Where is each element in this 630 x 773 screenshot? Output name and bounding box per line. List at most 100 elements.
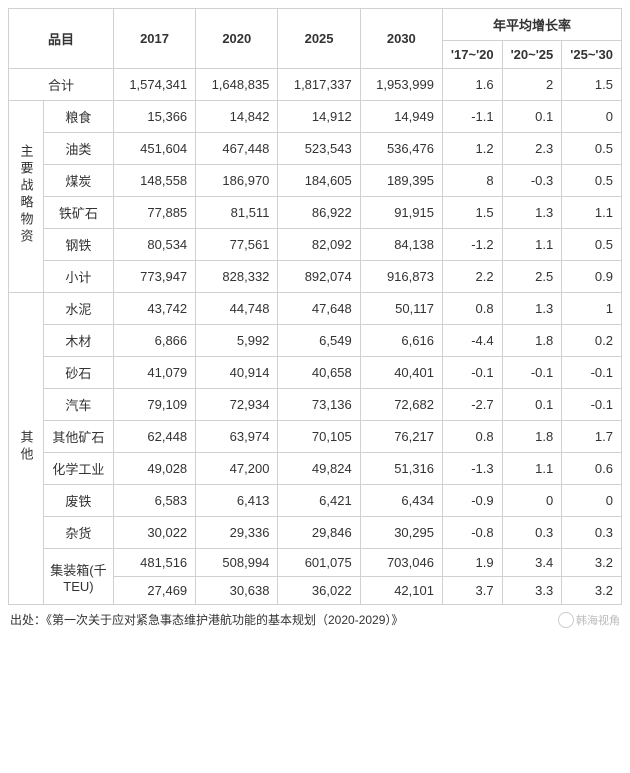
cell-g3: 0.3 (562, 517, 622, 549)
row-label: 水泥 (43, 293, 113, 325)
row-label: 砂石 (43, 357, 113, 389)
cell-2025: 86,922 (278, 197, 360, 229)
table-row: 废铁6,5836,4136,4216,434-0.900 (9, 485, 622, 517)
cell-2025: 601,075 (278, 549, 360, 577)
cell-2030: 50,117 (360, 293, 442, 325)
cell-g2: 3.4 (502, 549, 562, 577)
cell-g2: 0.1 (502, 101, 562, 133)
cell-g3: 0 (562, 101, 622, 133)
cell-2030: 536,476 (360, 133, 442, 165)
row-label: 铁矿石 (43, 197, 113, 229)
cell-2017: 6,866 (113, 325, 195, 357)
table-row: 集装箱(千TEU)481,516508,994601,075703,0461.9… (9, 549, 622, 577)
cell-2025: 6,549 (278, 325, 360, 357)
cell-2020: 81,511 (196, 197, 278, 229)
table-row: 化学工业49,02847,20049,82451,316-1.31.10.6 (9, 453, 622, 485)
cell-2017: 49,028 (113, 453, 195, 485)
table-row: 主要战略物资粮食15,36614,84214,91214,949-1.10.10 (9, 101, 622, 133)
cell-g1: -1.3 (442, 453, 502, 485)
cell-2020: 47,200 (196, 453, 278, 485)
cell-2017: 6,583 (113, 485, 195, 517)
cell-2025: 47,648 (278, 293, 360, 325)
row-label-total: 合计 (9, 69, 114, 101)
cell-2025: 6,421 (278, 485, 360, 517)
cell-g3: 0 (562, 485, 622, 517)
cell-2030: 6,616 (360, 325, 442, 357)
cell-g3: 3.2 (562, 549, 622, 577)
data-table: 品目 2017 2020 2025 2030 年平均增长率 '17~'20 '2… (8, 8, 622, 605)
cell-2025: 73,136 (278, 389, 360, 421)
cell-2020: 44,748 (196, 293, 278, 325)
cell-g1: -1.2 (442, 229, 502, 261)
cell-2030: 30,295 (360, 517, 442, 549)
cell-2017: 27,469 (113, 577, 195, 605)
watermark: 韩海视角 (558, 612, 620, 628)
cell-2020: 14,842 (196, 101, 278, 133)
cell-g3: 1 (562, 293, 622, 325)
cell-g3: 1.7 (562, 421, 622, 453)
cell-g3: 0.5 (562, 133, 622, 165)
row-label: 粮食 (43, 101, 113, 133)
cell-2025: 29,846 (278, 517, 360, 549)
cell-g1: -0.1 (442, 357, 502, 389)
cell-2030: 72,682 (360, 389, 442, 421)
cell-2030: 703,046 (360, 549, 442, 577)
cell-g2: -0.1 (502, 357, 562, 389)
cell-2030: 84,138 (360, 229, 442, 261)
table-row: 煤炭148,558186,970184,605189,3958-0.30.5 (9, 165, 622, 197)
cell-2017: 451,604 (113, 133, 195, 165)
header-g3: '25~'30 (562, 41, 622, 69)
header-2017: 2017 (113, 9, 195, 69)
row-label: 油类 (43, 133, 113, 165)
cell-2020: 5,992 (196, 325, 278, 357)
cell-2020: 1,648,835 (196, 69, 278, 101)
cell-2020: 72,934 (196, 389, 278, 421)
cell-g2: 2.3 (502, 133, 562, 165)
cell-g1: -4.4 (442, 325, 502, 357)
table-row: 其他矿石62,44863,97470,10576,2170.81.81.7 (9, 421, 622, 453)
watermark-icon (558, 612, 574, 628)
cell-2025: 523,543 (278, 133, 360, 165)
row-label: 废铁 (43, 485, 113, 517)
cell-g1: 1.6 (442, 69, 502, 101)
header-item: 品目 (9, 9, 114, 69)
cell-2025: 82,092 (278, 229, 360, 261)
cell-2017: 1,574,341 (113, 69, 195, 101)
cell-2017: 80,534 (113, 229, 195, 261)
cell-2030: 1,953,999 (360, 69, 442, 101)
cell-2017: 30,022 (113, 517, 195, 549)
cell-2017: 481,516 (113, 549, 195, 577)
cell-g1: 3.7 (442, 577, 502, 605)
cell-g1: 1.2 (442, 133, 502, 165)
cell-g3: 1.5 (562, 69, 622, 101)
cell-g2: 2.5 (502, 261, 562, 293)
group-a-title: 主要战略物资 (9, 101, 44, 293)
cell-g1: -1.1 (442, 101, 502, 133)
cell-2030: 51,316 (360, 453, 442, 485)
cell-2020: 467,448 (196, 133, 278, 165)
cell-g1: 1.9 (442, 549, 502, 577)
cell-2025: 40,658 (278, 357, 360, 389)
row-label: 集装箱(千TEU) (43, 549, 113, 605)
cell-g1: -2.7 (442, 389, 502, 421)
cell-2030: 76,217 (360, 421, 442, 453)
cell-g3: 0.6 (562, 453, 622, 485)
row-label: 汽车 (43, 389, 113, 421)
cell-2020: 30,638 (196, 577, 278, 605)
cell-g3: 0.5 (562, 229, 622, 261)
cell-g1: 8 (442, 165, 502, 197)
cell-g3: -0.1 (562, 389, 622, 421)
cell-2030: 916,873 (360, 261, 442, 293)
cell-2017: 41,079 (113, 357, 195, 389)
cell-g1: 0.8 (442, 293, 502, 325)
cell-2030: 6,434 (360, 485, 442, 517)
cell-2017: 773,947 (113, 261, 195, 293)
cell-2017: 62,448 (113, 421, 195, 453)
source-label: 出处：《第一次关于应对紧急事态维护港航功能的基本规划（2020-2029）》 (10, 611, 403, 628)
cell-g2: 1.3 (502, 293, 562, 325)
cell-2020: 29,336 (196, 517, 278, 549)
cell-2030: 42,101 (360, 577, 442, 605)
cell-2025: 1,817,337 (278, 69, 360, 101)
table-row-total: 合计1,574,3411,648,8351,817,3371,953,9991.… (9, 69, 622, 101)
table-row: 汽车79,10972,93473,13672,682-2.70.1-0.1 (9, 389, 622, 421)
